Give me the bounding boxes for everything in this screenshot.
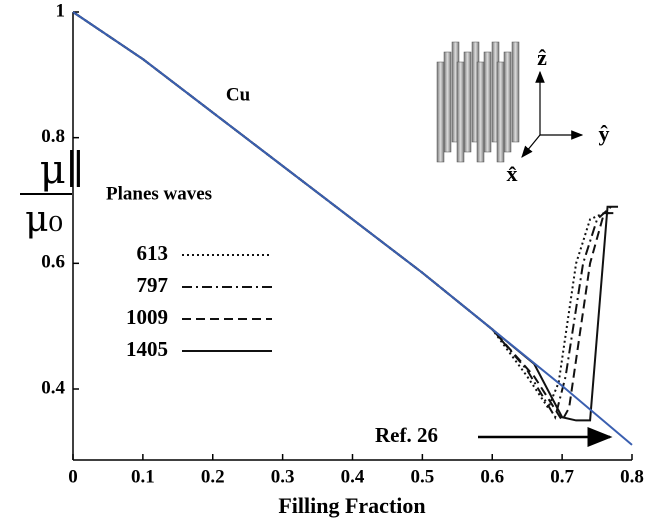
x-tick-label: 0.2 (201, 466, 225, 487)
legend-title: Planes waves (106, 183, 212, 204)
legend-label: 613 (137, 241, 169, 265)
y-label-numerator: μ∥ (40, 147, 84, 193)
x-tick-label: 0.1 (131, 466, 155, 487)
inset-cylinders (436, 41, 520, 163)
y-tick-label: 0.6 (41, 252, 65, 273)
x-tick-label: 0.6 (480, 466, 504, 487)
x-tick-label: 0 (68, 466, 78, 487)
x-axis-title: Filling Fraction (278, 493, 425, 518)
inset-label: ẑ (537, 45, 547, 70)
x-tick-label: 0.8 (620, 466, 644, 487)
inset-label: ŷ (599, 121, 610, 146)
y-tick-label: 0.4 (41, 377, 65, 398)
x-tick-label: 0.3 (271, 466, 295, 487)
x-tick-label: 0.4 (341, 466, 365, 487)
x-tick-label: 0.7 (550, 466, 574, 487)
legend-label: 797 (137, 273, 169, 297)
data-line (72, 11, 633, 446)
legend-label: 1009 (126, 305, 168, 329)
legend-label: 1405 (126, 337, 168, 361)
y-tick-label: 1 (56, 0, 66, 21)
annotation: Cu (226, 84, 251, 105)
inset-axes (521, 70, 584, 158)
x-tick-label: 0.5 (411, 466, 435, 487)
inset-label: x̂ (507, 161, 518, 186)
y-label-denominator: μ₀ (25, 199, 63, 240)
y-tick-label: 0.8 (41, 126, 65, 147)
reference-label: Ref. 26 (375, 423, 438, 447)
